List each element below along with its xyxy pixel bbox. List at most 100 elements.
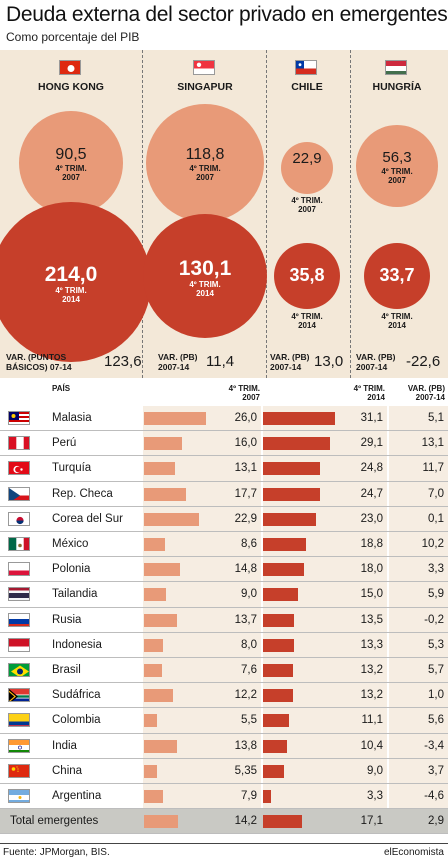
cell-2007: 12,2 — [143, 683, 261, 708]
country-name-label: HUNGRÍA — [372, 81, 422, 93]
value-2007: 16,0 — [234, 437, 257, 450]
poland-flag-icon — [8, 562, 30, 577]
thailand-flag-icon — [8, 587, 30, 602]
bar-2007 — [144, 613, 177, 627]
cell-var: 5,9 — [389, 582, 448, 607]
value-var: -3,4 — [424, 739, 444, 752]
bubble-2014 — [274, 243, 340, 309]
cell-2007: 22,9 — [143, 506, 261, 531]
chart-subtitle: Como porcentaje del PIB — [6, 30, 140, 44]
country-name: China — [52, 764, 83, 777]
footer-rule — [0, 843, 448, 844]
period-label: 4º TRIM. — [291, 312, 323, 321]
cell-2007: 8,6 — [143, 532, 261, 557]
period-label: 4º TRIM. — [189, 164, 221, 173]
value-2007: 5,5 — [241, 714, 257, 727]
value-var: 2,9 — [428, 815, 444, 828]
value-2007: 7,9 — [241, 790, 257, 802]
period-label: 4º TRIM. — [55, 164, 87, 173]
period-year: 2007 — [196, 173, 214, 182]
bubble-2007 — [19, 111, 123, 215]
variation-value: 13,0 — [314, 353, 344, 370]
country-name: Tailandia — [52, 588, 98, 601]
value-2014: 35,8 — [289, 265, 325, 285]
peru-flag-icon — [8, 436, 30, 451]
country-name: Total emergentes — [10, 815, 99, 828]
indonesia-flag-icon — [8, 637, 30, 652]
colombia-flag-icon — [8, 713, 30, 728]
cell-var: 3,7 — [389, 758, 448, 783]
bubble-2007 — [145, 103, 265, 223]
value-2014: 13,5 — [360, 613, 383, 626]
value-2007: 14,2 — [234, 815, 257, 828]
cell-var: 3,3 — [389, 557, 448, 582]
bar-2007 — [144, 538, 165, 551]
column-separator — [142, 50, 143, 378]
bar-2014 — [263, 512, 316, 526]
variation-label: VAR. (PB) 2007-14 — [270, 352, 310, 372]
table-row: 5,5 11,1 5,6 Colombia — [0, 708, 448, 734]
total-row: 14,2 17,1 2,9 Total emergentes — [0, 809, 448, 835]
value-2014: 214,0 — [44, 263, 98, 286]
period-year: 2014 — [388, 321, 406, 330]
cell-2007: 16,0 — [143, 431, 261, 456]
value-2007: 17,7 — [234, 487, 257, 500]
bar-2007 — [144, 815, 179, 829]
value-2007: 12,2 — [234, 689, 257, 702]
cell-var: 5,1 — [389, 406, 448, 431]
period-label: 4º TRIM. — [381, 167, 413, 176]
value-2014: 11,1 — [361, 714, 383, 727]
bar-2014 — [263, 588, 298, 602]
value-var: 0,1 — [428, 512, 444, 525]
country-name: Perú — [52, 437, 77, 450]
header-var: VAR. (PB) 2007-14 — [407, 384, 445, 402]
value-var: 5,9 — [428, 588, 444, 601]
table-row: 16,0 29,1 13,1 Perú — [0, 431, 448, 457]
bar-2014 — [263, 790, 271, 803]
cell-2007: 7,9 — [143, 784, 261, 809]
singapore-flag-icon — [193, 60, 215, 75]
india-flag-icon — [8, 738, 30, 753]
cell-var: 7,0 — [389, 481, 448, 506]
value-2007: 7,6 — [241, 664, 257, 676]
cell-2014: 29,1 — [263, 431, 387, 456]
value-var: 3,7 — [428, 764, 444, 777]
chile-flag-icon — [295, 60, 317, 75]
value-2014: 17,1 — [360, 815, 383, 828]
source-note: Fuente: JPMorgan, BIS. — [3, 847, 110, 858]
hong-kong-flag-icon — [59, 60, 81, 75]
period-label: 4º TRIM. — [291, 196, 323, 206]
value-2007: 14,8 — [234, 563, 257, 576]
value-2007: 13,1 — [234, 462, 257, 475]
table-row: 14,8 18,0 3,3 Polonia — [0, 557, 448, 583]
bubble-2014 — [142, 213, 268, 339]
country-name: Argentina — [52, 790, 102, 802]
value-2014: 24,7 — [360, 487, 383, 500]
czech-flag-icon — [8, 486, 30, 501]
variation-label-line2: 2007-14 — [158, 362, 190, 372]
value-2014: 130,1 — [178, 257, 232, 280]
value-var: 7,0 — [428, 487, 444, 500]
value-var: 5,7 — [428, 664, 444, 676]
period-year: 2014 — [298, 321, 316, 330]
value-2007: 56,3 — [382, 149, 412, 166]
cell-2007: 26,0 — [143, 406, 261, 431]
value-2014: 18,0 — [360, 563, 383, 576]
cell-2014: 18,0 — [263, 557, 387, 582]
cell-2007: 5,5 — [143, 708, 261, 733]
cell-2014: 3,3 — [263, 784, 387, 809]
chart-title: Deuda externa del sector privado en emer… — [6, 3, 448, 26]
table-row: 13,7 13,5 -0,2 Rusia — [0, 607, 448, 633]
bubble-panel: HONG KONG 90,5 4º TRIM. 2007 214,0 4º TRIM. 20… — [0, 50, 448, 378]
value-var: 10,2 — [421, 538, 444, 550]
brazil-flag-icon — [8, 663, 30, 677]
country-name-label: HONG KONG — [38, 81, 104, 93]
cell-2014: 24,8 — [263, 456, 387, 481]
value-var: 13,1 — [421, 437, 444, 450]
value-2014: 23,0 — [360, 512, 383, 525]
russia-flag-icon — [8, 612, 30, 627]
table-row: 8,6 18,8 10,2 México — [0, 532, 448, 558]
bubble-2014 — [0, 202, 151, 362]
bar-2014 — [263, 689, 294, 703]
mexico-flag-icon — [8, 537, 30, 551]
